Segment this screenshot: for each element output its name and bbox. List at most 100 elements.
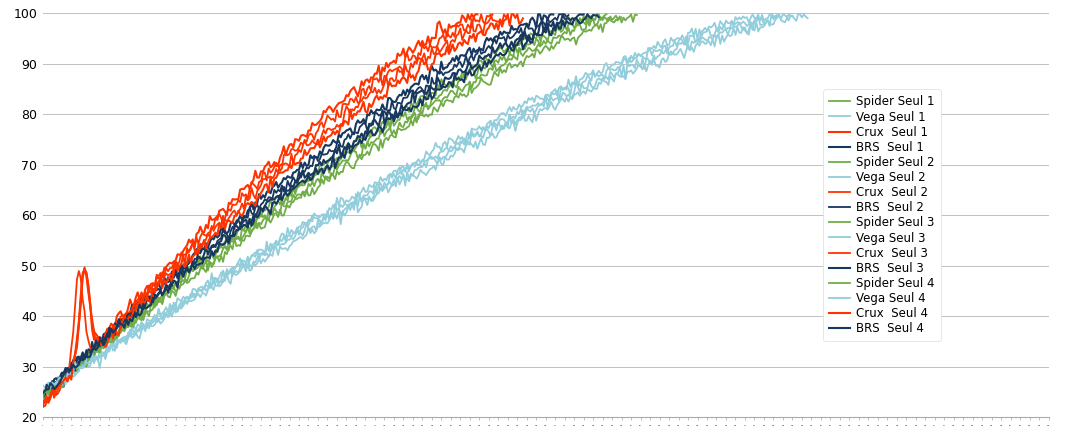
Vega Seul 2 bbox=[215, 277, 228, 282]
Vega Seul 2 bbox=[704, 33, 717, 38]
Spider Seul 3 bbox=[223, 247, 235, 253]
Spider Seul 4 bbox=[208, 261, 220, 266]
Vega Seul 2 bbox=[36, 388, 49, 394]
Line: Crux  Seul 3: Crux Seul 3 bbox=[43, 14, 508, 402]
Crux  Seul 2 bbox=[426, 45, 439, 50]
Line: BRS  Seul 3: BRS Seul 3 bbox=[43, 14, 583, 397]
Crux  Seul 4 bbox=[205, 234, 218, 240]
BRS  Seul 3 bbox=[105, 328, 118, 333]
BRS  Seul 2 bbox=[323, 147, 336, 152]
Crux  Seul 3 bbox=[213, 220, 226, 225]
Vega Seul 2 bbox=[697, 28, 709, 33]
Spider Seul 1 bbox=[167, 286, 180, 292]
Spider Seul 1 bbox=[581, 12, 594, 17]
Line: Spider Seul 4: Spider Seul 4 bbox=[43, 14, 637, 399]
Vega Seul 1 bbox=[360, 189, 372, 194]
BRS  Seul 1 bbox=[58, 373, 71, 379]
Crux  Seul 4 bbox=[36, 398, 49, 404]
Vega Seul 3 bbox=[36, 383, 49, 388]
Line: Crux  Seul 4: Crux Seul 4 bbox=[43, 14, 523, 403]
BRS  Seul 2 bbox=[495, 36, 508, 41]
Crux  Seul 2 bbox=[39, 404, 51, 409]
Vega Seul 1 bbox=[755, 22, 768, 28]
Crux  Seul 1 bbox=[184, 240, 197, 245]
Crux  Seul 3 bbox=[492, 20, 505, 25]
BRS  Seul 4 bbox=[593, 15, 606, 20]
Spider Seul 2 bbox=[591, 12, 603, 17]
Vega Seul 3 bbox=[311, 218, 324, 223]
Line: Vega Seul 1: Vega Seul 1 bbox=[43, 14, 762, 392]
Spider Seul 2 bbox=[213, 245, 226, 250]
Vega Seul 2 bbox=[376, 186, 388, 192]
Line: Vega Seul 3: Vega Seul 3 bbox=[43, 14, 793, 389]
BRS  Seul 2 bbox=[308, 156, 321, 161]
Vega Seul 1 bbox=[571, 83, 584, 89]
Spider Seul 4 bbox=[630, 12, 643, 18]
Line: Vega Seul 4: Vega Seul 4 bbox=[43, 14, 808, 390]
Vega Seul 3 bbox=[88, 354, 101, 359]
Vega Seul 2 bbox=[770, 12, 783, 18]
BRS  Seul 3 bbox=[577, 12, 590, 17]
Spider Seul 4 bbox=[228, 235, 241, 241]
Vega Seul 3 bbox=[773, 14, 785, 19]
BRS  Seul 1 bbox=[36, 391, 49, 396]
Line: Spider Seul 3: Spider Seul 3 bbox=[43, 16, 622, 397]
BRS  Seul 2 bbox=[562, 12, 575, 18]
Line: BRS  Seul 4: BRS Seul 4 bbox=[43, 14, 599, 393]
Spider Seul 2 bbox=[600, 12, 613, 17]
Crux  Seul 1 bbox=[471, 12, 484, 17]
Spider Seul 3 bbox=[36, 394, 49, 400]
Vega Seul 1 bbox=[588, 74, 601, 79]
Crux  Seul 3 bbox=[228, 208, 241, 213]
Vega Seul 1 bbox=[746, 12, 759, 17]
Vega Seul 4 bbox=[41, 387, 54, 392]
BRS  Seul 4 bbox=[581, 12, 594, 17]
Crux  Seul 1 bbox=[461, 12, 474, 17]
Spider Seul 1 bbox=[46, 385, 59, 391]
Crux  Seul 4 bbox=[162, 276, 174, 281]
Spider Seul 2 bbox=[211, 245, 224, 250]
BRS  Seul 1 bbox=[532, 12, 545, 17]
Crux  Seul 3 bbox=[36, 398, 49, 403]
BRS  Seul 2 bbox=[507, 33, 520, 39]
Vega Seul 2 bbox=[39, 390, 51, 396]
Crux  Seul 4 bbox=[220, 219, 233, 225]
Spider Seul 2 bbox=[551, 23, 564, 28]
BRS  Seul 1 bbox=[213, 233, 226, 238]
Vega Seul 4 bbox=[127, 334, 140, 339]
Crux  Seul 4 bbox=[505, 12, 518, 17]
Line: BRS  Seul 1: BRS Seul 1 bbox=[43, 14, 553, 394]
Spider Seul 1 bbox=[279, 192, 292, 197]
BRS  Seul 2 bbox=[76, 359, 89, 365]
Crux  Seul 1 bbox=[36, 404, 49, 410]
Vega Seul 3 bbox=[579, 86, 592, 91]
Spider Seul 3 bbox=[610, 13, 623, 18]
Spider Seul 4 bbox=[480, 81, 493, 87]
Spider Seul 4 bbox=[321, 178, 334, 183]
Vega Seul 1 bbox=[39, 389, 51, 395]
BRS  Seul 3 bbox=[36, 394, 49, 400]
Crux  Seul 2 bbox=[486, 12, 499, 17]
Crux  Seul 1 bbox=[116, 313, 128, 319]
Spider Seul 2 bbox=[36, 393, 49, 398]
Spider Seul 2 bbox=[346, 147, 358, 153]
Spider Seul 3 bbox=[308, 183, 321, 189]
Vega Seul 4 bbox=[431, 160, 444, 166]
Crux  Seul 1 bbox=[389, 60, 402, 66]
Vega Seul 4 bbox=[122, 335, 135, 341]
Spider Seul 3 bbox=[456, 89, 469, 94]
Crux  Seul 3 bbox=[502, 12, 515, 17]
Crux  Seul 2 bbox=[220, 209, 233, 214]
BRS  Seul 1 bbox=[174, 265, 187, 270]
Crux  Seul 3 bbox=[68, 304, 81, 309]
Vega Seul 1 bbox=[465, 126, 478, 131]
Crux  Seul 3 bbox=[41, 399, 54, 404]
Spider Seul 3 bbox=[547, 35, 560, 40]
Spider Seul 1 bbox=[368, 125, 381, 130]
Line: Crux  Seul 1: Crux Seul 1 bbox=[43, 14, 477, 407]
Spider Seul 3 bbox=[437, 96, 449, 101]
Line: BRS  Seul 2: BRS Seul 2 bbox=[43, 14, 568, 397]
Spider Seul 4 bbox=[625, 12, 638, 17]
Crux  Seul 2 bbox=[389, 66, 402, 71]
Vega Seul 3 bbox=[41, 387, 54, 392]
